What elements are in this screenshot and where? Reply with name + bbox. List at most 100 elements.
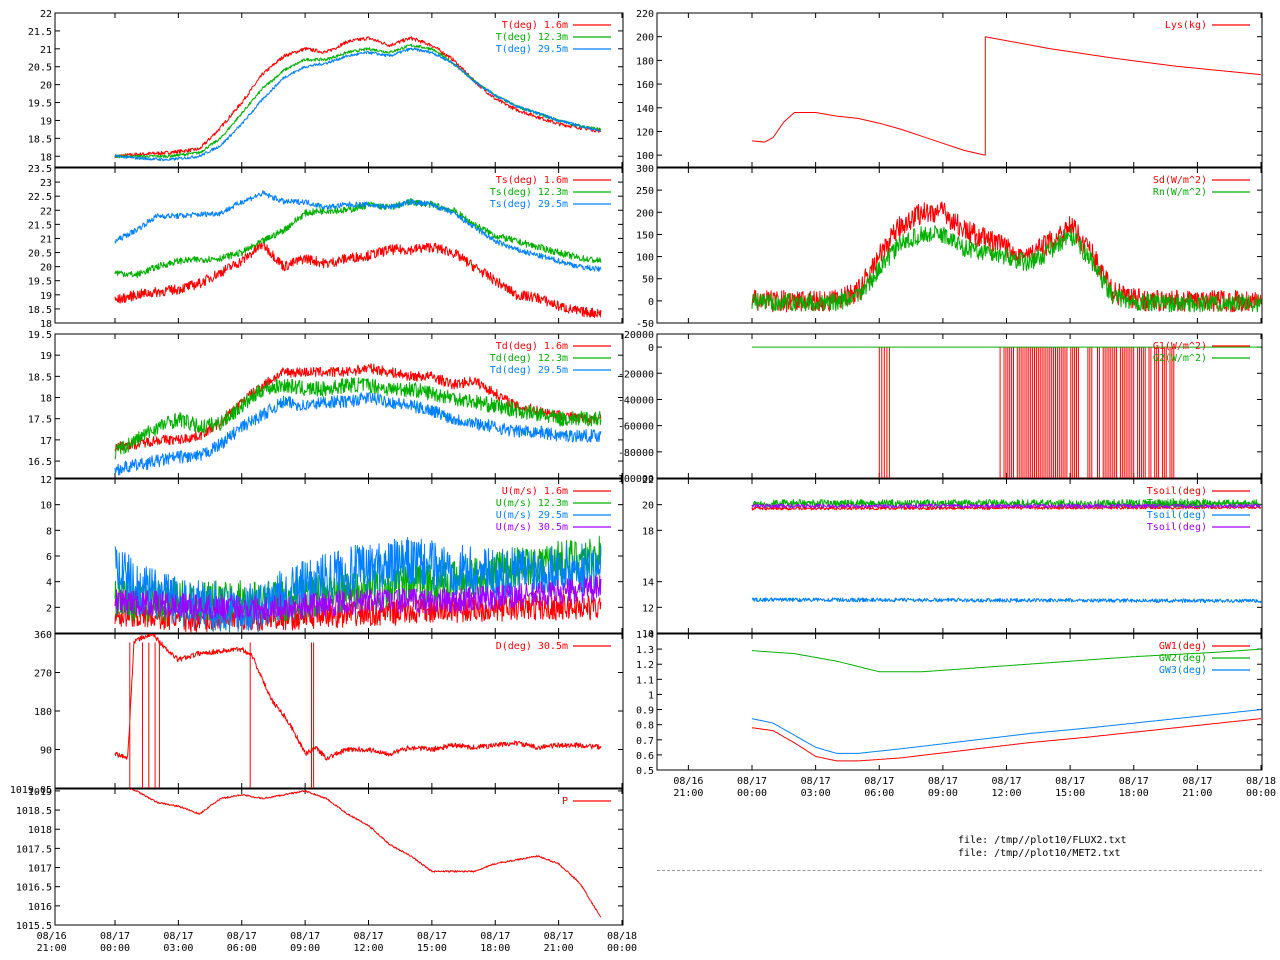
- x-tick-label-date: 08/17: [480, 931, 510, 942]
- x-tick-label-date: 08/18: [607, 931, 637, 942]
- y-tick-label: 4: [46, 578, 52, 589]
- y-tick-label: 1019.05: [10, 785, 52, 796]
- panel-frame: [54, 167, 624, 324]
- y-tick-label: 14: [642, 578, 654, 589]
- y-tick-label: -20000: [618, 369, 654, 380]
- x-tick-label-time: 21:00: [37, 943, 67, 954]
- y-tick-label: 90: [40, 746, 52, 757]
- y-tick-label: 8: [46, 526, 52, 537]
- y-tick-label: 0.5: [636, 766, 654, 777]
- y-tick-label: 21.5: [28, 220, 52, 231]
- x-tick-label-date: 08/16: [37, 931, 67, 942]
- y-tick-label: 20.5: [28, 249, 52, 260]
- legend-label: Tsoil(deg): [1147, 510, 1207, 521]
- y-tick-label: 1016.5: [16, 883, 52, 894]
- x-tick-label-date: 08/17: [928, 776, 958, 787]
- series-line-D-0: [114, 634, 602, 788]
- series-line-U-3: [114, 575, 602, 621]
- y-tick-label: 21.5: [28, 27, 52, 38]
- y-tick-label: 0: [648, 297, 654, 308]
- panel-frame: [54, 633, 624, 789]
- legend-label: U(m/s) 12.3m: [496, 498, 568, 509]
- legend-label: Rn(W/m^2): [1153, 187, 1207, 198]
- y-tick-label: 200: [636, 208, 654, 219]
- x-tick-label-time: 00:00: [737, 788, 767, 799]
- y-tick-label: -80000: [618, 448, 654, 459]
- x-tick-label-time: 09:00: [928, 788, 958, 799]
- y-tick-label: 22: [642, 475, 654, 486]
- series-line-T-2: [114, 47, 601, 162]
- x-tick-label-date: 08/18: [1246, 776, 1276, 787]
- y-tick-label: 12: [642, 603, 654, 614]
- y-tick-label: 20: [642, 501, 654, 512]
- legend-label: Ts(deg) 12.3m: [490, 187, 568, 198]
- y-tick-label: 200: [636, 33, 654, 44]
- y-tick-label: 0.8: [636, 721, 654, 732]
- legend-label: P: [562, 796, 568, 807]
- panel-Lys: 220 200 180 160 140 120 100 Lys(kg): [636, 9, 1263, 168]
- y-tick-label: 18: [40, 394, 52, 405]
- y-tick-label: 19: [40, 351, 52, 362]
- series-line-Tsoil-3: [751, 503, 1262, 509]
- y-tick-label: 17.5: [28, 415, 52, 426]
- panel-GW: 1.4 1.3 1.2 1.1 1 0.9 0.8 0.7 0.6 0.5 GW1(deg)GW2(…: [636, 630, 1276, 799]
- y-tick-label: 1015.5: [16, 921, 52, 932]
- x-tick-label-date: 08/17: [801, 776, 831, 787]
- y-tick-label: 180: [636, 56, 654, 67]
- panel-G: 20000 0 -20000 -40000 -60000 -80000 -100000 G1(…: [612, 330, 1263, 485]
- x-tick-label-time: 12:00: [991, 788, 1021, 799]
- y-tick-label: 120: [636, 127, 654, 138]
- x-tick-label-time: 15:00: [417, 943, 447, 954]
- series-line-Ts-1: [114, 198, 602, 279]
- y-tick-label: 0: [648, 343, 654, 354]
- x-tick-label-time: 21:00: [673, 788, 703, 799]
- series-line-GW-2: [751, 709, 1262, 754]
- series-line-Td-2: [114, 392, 602, 476]
- y-tick-label: 1: [648, 690, 654, 701]
- legend-label: Ts(deg) 29.5m: [490, 199, 568, 210]
- y-tick-label: 18: [40, 319, 52, 330]
- panel-frame: [54, 12, 624, 168]
- legend-label: U(m/s) 1.6m: [502, 486, 568, 497]
- legend-label: GW3(deg): [1159, 665, 1207, 676]
- x-tick-label-time: 03:00: [163, 943, 193, 954]
- legend-label: U(m/s) 30.5m: [496, 522, 568, 533]
- y-tick-label: 140: [636, 104, 654, 115]
- y-tick-label: 270: [34, 669, 52, 680]
- series-line-Ts-2: [114, 190, 602, 272]
- legend-label: T(deg) 1.6m: [502, 20, 568, 31]
- y-tick-label: 20: [40, 81, 52, 92]
- y-tick-label: 160: [636, 80, 654, 91]
- x-tick-label-time: 15:00: [1055, 788, 1085, 799]
- file-line-flux: file: /tmp//plot10/FLUX2.txt: [958, 835, 1127, 846]
- panel-frame: [656, 333, 1263, 479]
- x-tick-label-date: 08/17: [544, 931, 574, 942]
- panel-Sd: 300 250 200 150 100 50 0 -50 Sd(W/m^2)Rn(W/m^2): [636, 164, 1263, 330]
- panel-Tsoil: 222018141210Tsoil(deg)Tsoil(deg)Tsoil(de…: [642, 475, 1263, 640]
- y-tick-label: 21: [40, 45, 52, 56]
- legend-label: Td(deg) 29.5m: [490, 365, 568, 376]
- series-line-Sd-1: [751, 225, 1262, 313]
- y-tick-label: 19.5: [28, 330, 52, 341]
- legend-label: D(deg) 30.5m: [496, 641, 568, 652]
- y-tick-label: 2: [46, 603, 52, 614]
- y-tick-label: 0.7: [636, 736, 654, 747]
- legend-label: Tsoil(deg): [1147, 498, 1207, 509]
- panel-frame: [54, 333, 624, 479]
- legend-label: Ts(deg) 1.6m: [496, 175, 568, 186]
- legend-label: T(deg) 12.3m: [496, 32, 568, 43]
- legend-label: Td(deg) 1.6m: [496, 341, 568, 352]
- y-tick-label: 1.1: [636, 675, 654, 686]
- y-tick-label: 300: [636, 164, 654, 175]
- legend-label: G1(W/m^2): [1153, 341, 1207, 352]
- legend-label: G2(W/m^2): [1153, 353, 1207, 364]
- x-tick-label-time: 09:00: [290, 943, 320, 954]
- series-line-Lys-0: [751, 36, 1262, 156]
- x-tick-label-date: 08/17: [100, 931, 130, 942]
- legend-label: Sd(W/m^2): [1153, 175, 1207, 186]
- y-tick-label: 10: [642, 629, 654, 640]
- y-tick-label: 220: [636, 9, 654, 20]
- x-tick-label-time: 00:00: [1246, 788, 1276, 799]
